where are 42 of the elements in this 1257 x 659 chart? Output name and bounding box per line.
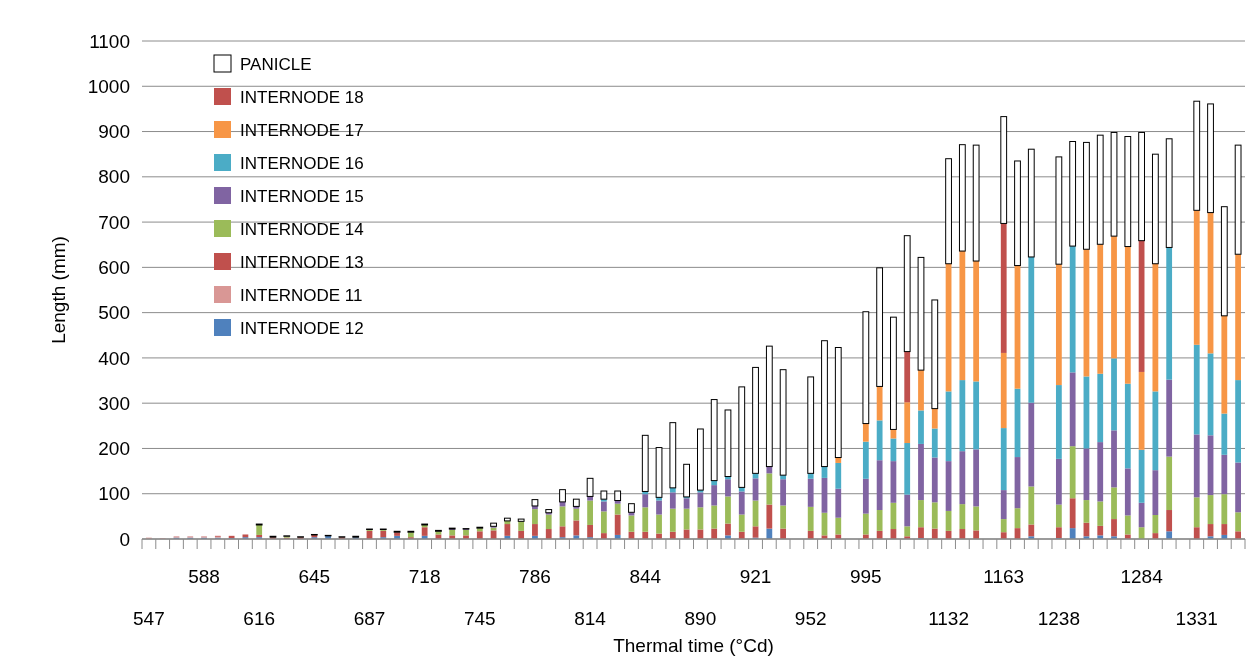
x-tick-label: 1163 xyxy=(983,566,1025,587)
x-tick-label: 921 xyxy=(739,566,772,587)
x-tick-label: 1238 xyxy=(1037,608,1081,629)
x-tick-label: 786 xyxy=(519,566,551,587)
x-tick-label: 687 xyxy=(353,608,386,629)
legend-label: INTERNODE 11 xyxy=(240,285,363,305)
x-tick-label: 588 xyxy=(188,566,220,587)
y-axis-title: Length (mm) xyxy=(48,236,69,344)
y-tick-label: 600 xyxy=(98,257,130,279)
y-tick-label: 500 xyxy=(98,302,130,324)
x-tick-label: 814 xyxy=(574,608,607,629)
legend-label: INTERNODE 18 xyxy=(240,87,364,107)
x-axis-title: Thermal time (°Cd) xyxy=(613,635,774,656)
y-tick-label: 900 xyxy=(98,121,130,143)
x-tick-label: 995 xyxy=(849,566,882,587)
y-tick-label: 800 xyxy=(98,166,130,188)
y-tick-label: 400 xyxy=(98,347,130,369)
legend-label: PANICLE xyxy=(240,54,312,74)
legend-label: INTERNODE 14 xyxy=(240,219,364,239)
y-tick-label: 1000 xyxy=(87,75,130,97)
x-tick-label: 890 xyxy=(684,608,717,629)
y-tick-label: 0 xyxy=(119,528,130,550)
x-tick-label: 718 xyxy=(408,566,441,587)
legend-label: INTERNODE 13 xyxy=(240,252,364,272)
y-tick-label: 200 xyxy=(98,438,130,460)
legend-label: INTERNODE 15 xyxy=(240,186,364,206)
x-tick-label: 1331 xyxy=(1175,608,1218,629)
legend-label: INTERNODE 12 xyxy=(240,318,364,338)
legend-label: INTERNODE 16 xyxy=(240,153,364,173)
y-tick-label: 700 xyxy=(98,211,130,233)
legend-label: INTERNODE 17 xyxy=(240,120,364,140)
x-tick-label: 745 xyxy=(463,608,496,629)
x-tick-label: 1284 xyxy=(1120,566,1164,587)
x-tick-label: 1132 xyxy=(928,608,969,629)
y-tick-label: 100 xyxy=(98,483,130,505)
x-tick-label: 645 xyxy=(298,566,331,587)
y-tick-label: 300 xyxy=(98,392,130,414)
x-tick-label: 844 xyxy=(629,566,662,587)
x-tick-label: 616 xyxy=(243,608,276,629)
x-tick-label: 547 xyxy=(133,608,165,629)
y-tick-label: 1100 xyxy=(89,30,130,52)
x-tick-label: 952 xyxy=(794,608,827,629)
